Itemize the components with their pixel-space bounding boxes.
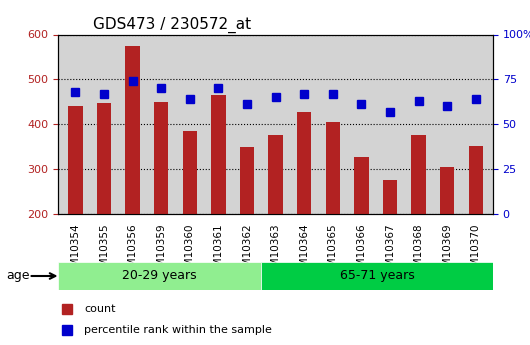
Text: age: age: [6, 269, 30, 283]
Text: GDS473 / 230572_at: GDS473 / 230572_at: [93, 17, 251, 33]
Text: percentile rank within the sample: percentile rank within the sample: [84, 325, 272, 335]
Bar: [183, 131, 197, 214]
Bar: [126, 46, 140, 214]
Bar: [154, 102, 169, 214]
Bar: [325, 122, 340, 214]
Text: count: count: [84, 304, 116, 314]
Bar: [269, 136, 282, 214]
Bar: [411, 135, 426, 214]
Bar: [354, 157, 368, 214]
Bar: [383, 180, 397, 214]
Text: 65-71 years: 65-71 years: [340, 269, 414, 283]
FancyBboxPatch shape: [261, 262, 493, 290]
Bar: [240, 147, 254, 214]
FancyBboxPatch shape: [58, 262, 261, 290]
Bar: [297, 112, 311, 214]
Bar: [440, 167, 454, 214]
Bar: [469, 146, 483, 214]
Bar: [97, 103, 111, 214]
Text: 20-29 years: 20-29 years: [122, 269, 197, 283]
Bar: [68, 106, 83, 214]
Bar: [211, 95, 226, 214]
